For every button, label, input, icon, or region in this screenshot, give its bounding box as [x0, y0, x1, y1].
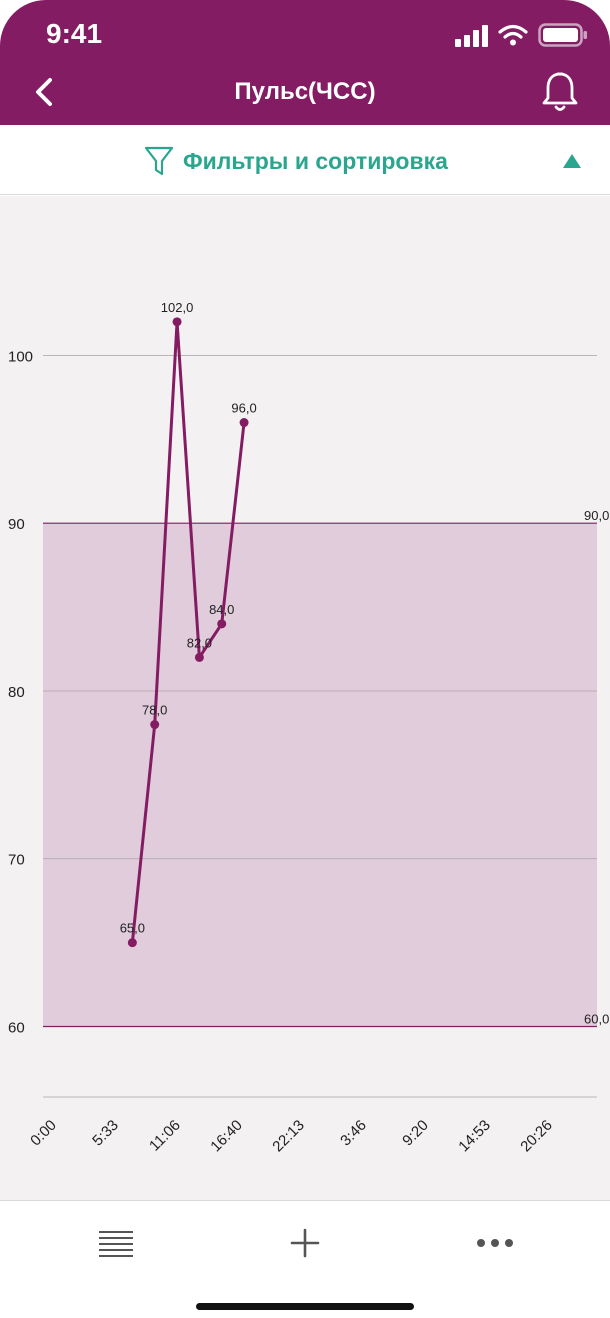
- notifications-button[interactable]: [540, 70, 580, 114]
- plus-icon: [290, 1228, 320, 1258]
- signal-icon: [455, 23, 488, 47]
- data-label: 102,0: [161, 300, 194, 315]
- data-label: 78,0: [142, 703, 167, 718]
- data-label: 65,0: [120, 921, 145, 936]
- normal-range-band: [43, 523, 597, 1027]
- data-point: [239, 418, 249, 428]
- data-label: 84,0: [209, 602, 234, 617]
- y-tick-label: 100: [8, 348, 33, 365]
- funnel-icon: [144, 146, 174, 176]
- y-tick-label: 80: [8, 684, 25, 701]
- more-dots-icon: [477, 1239, 513, 1247]
- x-tick-label: 20:26: [517, 1117, 556, 1156]
- data-point: [172, 317, 182, 327]
- data-point: [217, 619, 227, 629]
- chart-area: 60 70 80 90 100 90,0 60,0 0:00 5:33 11:06 16:40 22:…: [0, 196, 610, 1200]
- add-button[interactable]: [280, 1223, 330, 1261]
- x-tick-label: 22:13: [269, 1117, 308, 1156]
- status-time: 9:41: [46, 18, 103, 49]
- data-point: [194, 652, 204, 662]
- more-button[interactable]: [470, 1223, 520, 1261]
- band-min-label: 60,0: [584, 1012, 609, 1027]
- band-max-label: 90,0: [584, 508, 609, 523]
- wifi-icon: [498, 24, 528, 46]
- chevron-left-icon: [36, 78, 52, 106]
- app-header: 9:41: [0, 0, 610, 125]
- data-point: [127, 938, 137, 948]
- battery-icon: [538, 23, 588, 47]
- y-tick-label: 60: [8, 1020, 25, 1037]
- data-point: [150, 720, 160, 730]
- list-button[interactable]: [91, 1223, 141, 1261]
- x-tick-label: 0:00: [27, 1117, 60, 1150]
- y-tick-label: 70: [8, 852, 25, 869]
- x-tick-label: 16:40: [207, 1117, 246, 1156]
- x-tick-label: 3:46: [337, 1117, 370, 1150]
- home-indicator: [196, 1303, 414, 1310]
- list-icon: [99, 1231, 133, 1257]
- page-title: Пульс(ЧСС): [234, 78, 376, 105]
- bell-icon: [542, 72, 578, 111]
- status-icons: [455, 22, 588, 48]
- x-tick-label: 5:33: [89, 1117, 122, 1150]
- bottom-toolbar: [0, 1200, 610, 1318]
- filter-bar[interactable]: Фильтры и сортировка: [0, 125, 610, 195]
- x-tick-label: 11:06: [146, 1117, 184, 1155]
- data-label: 82,0: [187, 635, 212, 650]
- x-tick-label: 14:53: [455, 1117, 494, 1156]
- series-line: [130, 320, 246, 943]
- filter-label[interactable]: Фильтры и сортировка: [183, 148, 448, 174]
- back-button[interactable]: [28, 72, 68, 112]
- data-label: 96,0: [231, 401, 256, 416]
- pulse-chart: 60 70 80 90 100 90,0 60,0 0:00 5:33 11:06 16:40 22:…: [8, 300, 609, 1156]
- triangle-up-icon[interactable]: [562, 153, 582, 169]
- y-tick-label: 90: [8, 516, 25, 533]
- x-tick-label: 9:20: [399, 1117, 432, 1150]
